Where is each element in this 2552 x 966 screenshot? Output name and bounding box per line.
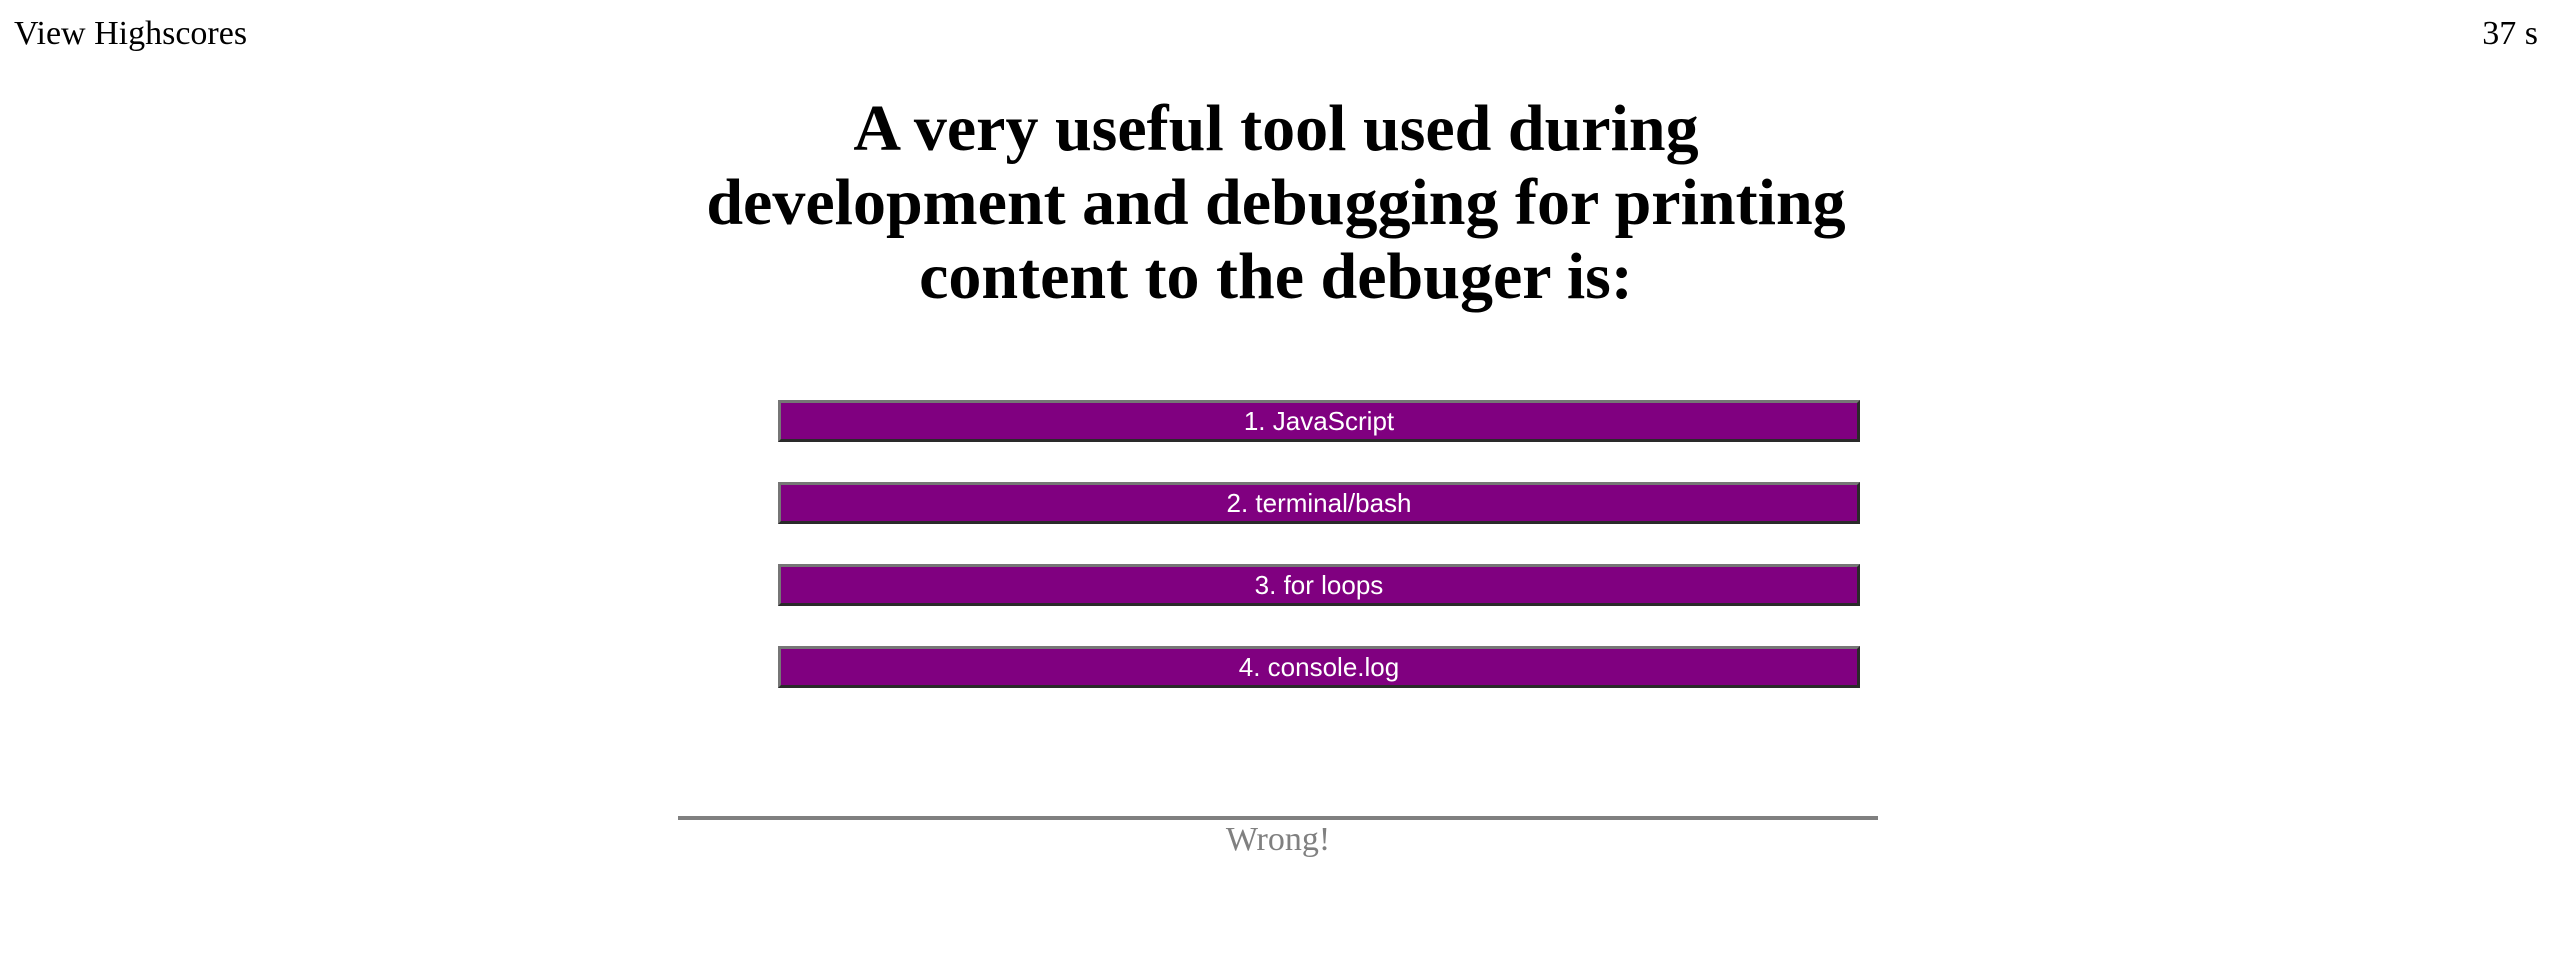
timer: 37 s (2482, 15, 2538, 52)
choice-button-2[interactable]: 2. terminal/bash (778, 482, 1860, 524)
answer-choices: 1. JavaScript 2. terminal/bash 3. for lo… (778, 400, 1860, 728)
choice-button-4[interactable]: 4. console.log (778, 646, 1860, 688)
choice-button-3[interactable]: 3. for loops (778, 564, 1860, 606)
choice-button-1[interactable]: 1. JavaScript (778, 400, 1860, 442)
feedback-divider (678, 816, 1878, 820)
feedback-message: Wrong! (1225, 821, 1331, 858)
question-title: A very useful tool used during developme… (706, 92, 1846, 313)
view-highscores-link[interactable]: View Highscores (14, 15, 248, 52)
